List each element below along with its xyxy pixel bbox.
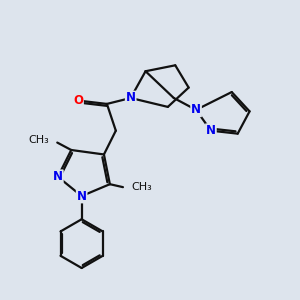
Text: CH₃: CH₃ xyxy=(28,135,49,145)
Text: N: N xyxy=(191,103,201,116)
Text: N: N xyxy=(126,92,136,104)
Text: N: N xyxy=(206,124,216,137)
Text: N: N xyxy=(53,170,63,183)
Text: N: N xyxy=(76,190,87,202)
Text: CH₃: CH₃ xyxy=(131,182,152,192)
Text: O: O xyxy=(73,94,83,107)
